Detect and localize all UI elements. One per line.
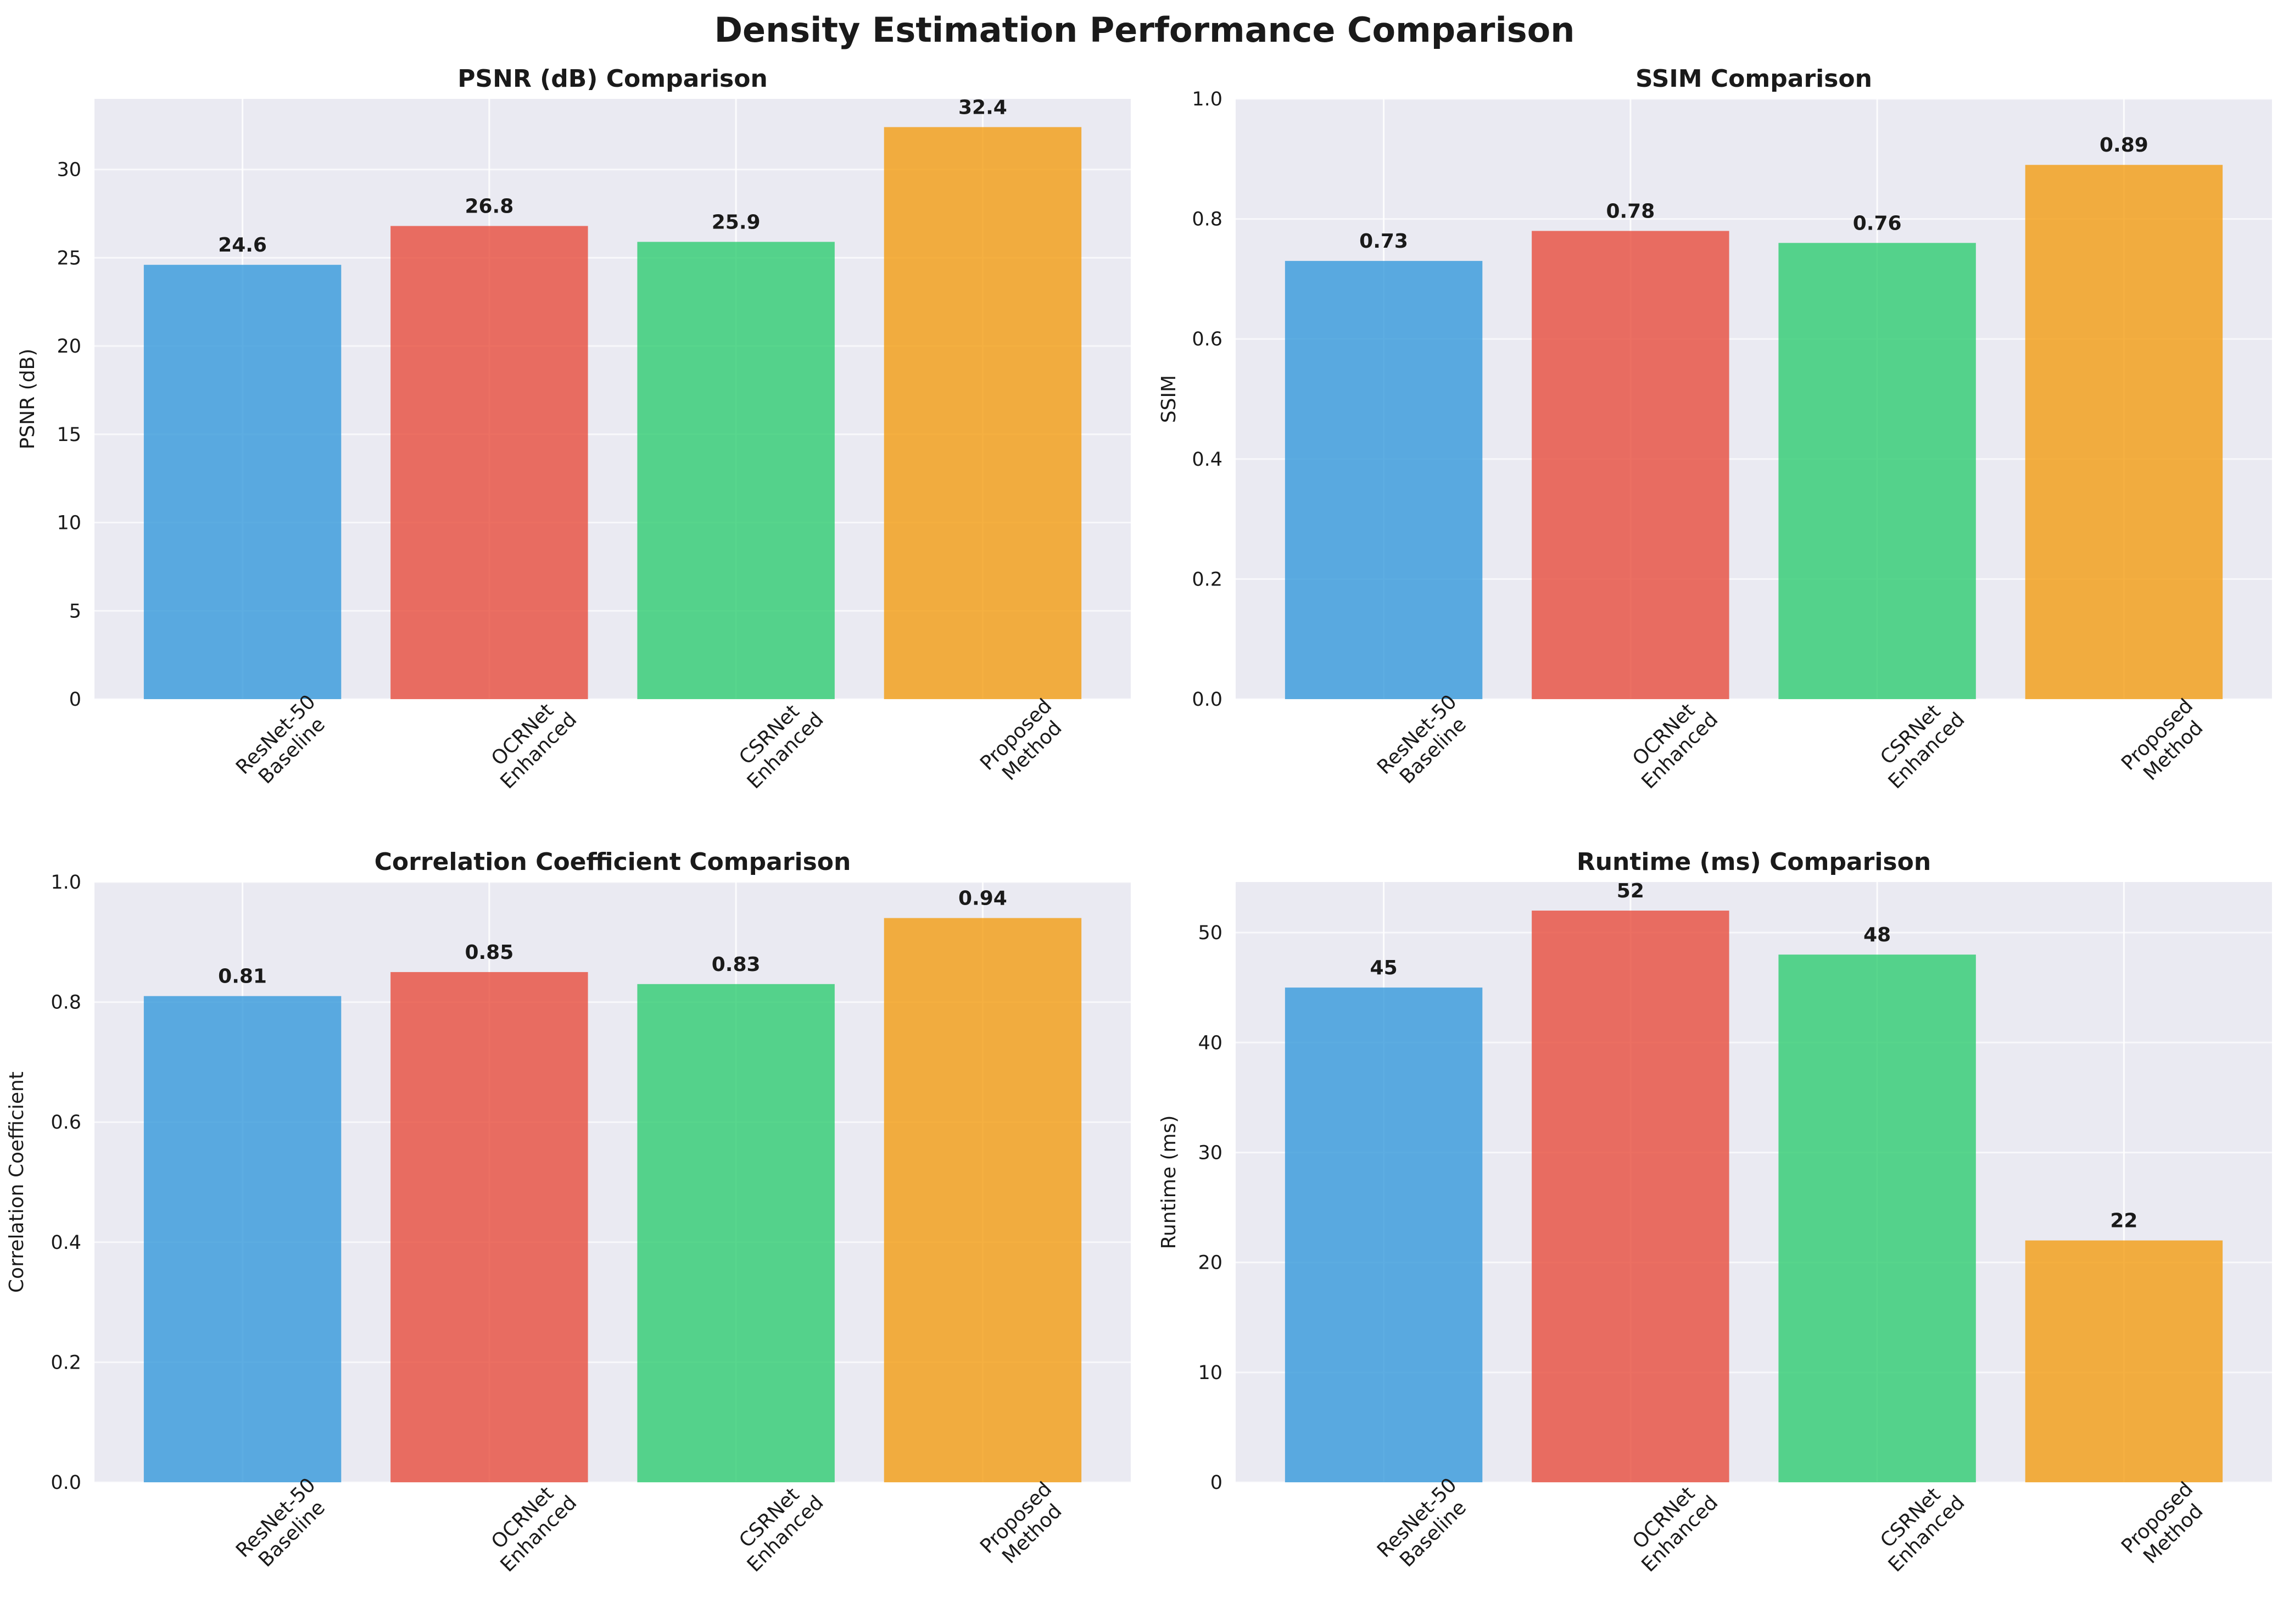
- bar: [390, 226, 588, 699]
- bar: [2025, 165, 2223, 700]
- bar: [1532, 231, 1729, 700]
- value-label: 0.83: [712, 953, 761, 976]
- chart-title: Correlation Coefficient Comparison: [375, 848, 851, 876]
- value-label: 0.81: [218, 966, 267, 988]
- y-tick-label: 0.4: [1192, 449, 1222, 471]
- bar: [1532, 911, 1729, 1482]
- y-axis-label: PSNR (dB): [16, 349, 39, 450]
- y-tick-label: 0: [1210, 1472, 1222, 1494]
- y-tick-label: 0.4: [51, 1232, 81, 1254]
- value-label: 45: [1370, 957, 1398, 979]
- chart-title: PSNR (dB) Comparison: [457, 65, 768, 93]
- y-tick-label: 1.0: [1192, 88, 1222, 110]
- bar: [884, 918, 1082, 1482]
- bar: [884, 127, 1082, 699]
- chart-title: SSIM Comparison: [1635, 65, 1872, 93]
- value-label: 0.85: [465, 941, 513, 964]
- chart-panel-2: 0.730.780.760.890.00.20.40.60.81.0ResNet…: [1158, 65, 2272, 794]
- bar: [637, 242, 835, 699]
- y-tick-label: 0.0: [51, 1472, 81, 1494]
- y-tick-label: 0.6: [51, 1112, 81, 1134]
- value-label: 25.9: [712, 211, 761, 233]
- y-tick-label: 10: [57, 512, 81, 534]
- chart-panel-3: 0.810.850.830.940.00.20.40.60.81.0ResNet…: [5, 848, 1131, 1577]
- y-axis-label: Runtime (ms): [1158, 1115, 1180, 1249]
- bar: [2025, 1240, 2223, 1482]
- y-tick-label: 30: [1198, 1142, 1222, 1164]
- y-tick-label: 0.8: [51, 992, 81, 1014]
- bar: [637, 984, 835, 1482]
- y-tick-label: 1.0: [51, 872, 81, 894]
- value-label: 24.6: [218, 234, 267, 256]
- bar: [1778, 243, 1976, 699]
- y-tick-label: 0.2: [51, 1352, 81, 1374]
- value-label: 48: [1863, 924, 1891, 946]
- bar: [1285, 261, 1483, 699]
- value-label: 52: [1617, 880, 1644, 902]
- y-tick-label: 30: [57, 159, 81, 181]
- y-tick-label: 0.2: [1192, 568, 1222, 590]
- bar: [1285, 987, 1483, 1482]
- value-label: 26.8: [465, 195, 513, 217]
- value-label: 0.94: [958, 888, 1007, 910]
- y-tick-label: 40: [1198, 1032, 1222, 1054]
- value-label: 0.73: [1359, 230, 1408, 253]
- y-tick-label: 20: [1198, 1252, 1222, 1274]
- figure-title: Density Estimation Performance Compariso…: [714, 10, 1575, 50]
- y-tick-label: 0.0: [1192, 689, 1222, 711]
- bar: [143, 996, 342, 1482]
- value-label: 22: [2110, 1210, 2137, 1232]
- y-tick-label: 15: [57, 424, 81, 446]
- value-label: 0.89: [2100, 134, 2148, 157]
- y-tick-label: 50: [1198, 922, 1222, 944]
- value-label: 0.76: [1853, 212, 1902, 235]
- bar: [1778, 955, 1976, 1482]
- chart-title: Runtime (ms) Comparison: [1577, 848, 1931, 876]
- y-axis-label: SSIM: [1158, 375, 1180, 423]
- y-tick-label: 5: [69, 600, 81, 622]
- y-tick-label: 10: [1198, 1362, 1222, 1384]
- y-axis-label: Correlation Coefficient: [5, 1071, 28, 1293]
- y-tick-label: 0: [69, 689, 81, 711]
- chart-panel-1: 24.626.825.932.4051015202530ResNet-50Bas…: [16, 65, 1131, 794]
- y-tick-label: 20: [57, 336, 81, 358]
- y-tick-label: 0.8: [1192, 209, 1222, 231]
- y-tick-label: 0.6: [1192, 328, 1222, 350]
- value-label: 32.4: [958, 96, 1007, 119]
- bar: [143, 265, 342, 699]
- y-tick-label: 25: [57, 247, 81, 269]
- value-label: 0.78: [1606, 200, 1655, 222]
- bar: [390, 972, 588, 1482]
